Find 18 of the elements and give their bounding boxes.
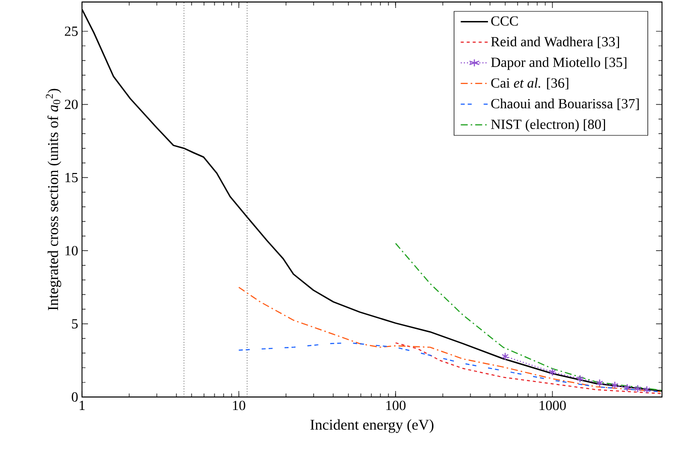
legend-label: CCC	[491, 16, 518, 26]
x-tick-label: 10	[233, 400, 246, 410]
legend-label: Cai et al. [36]	[491, 78, 568, 90]
y-tick-label: 5	[72, 319, 78, 328]
y-tick-label: 0	[72, 392, 78, 402]
legend-label: NIST (electron) [80]	[491, 119, 606, 132]
x-tick-label: 1	[80, 400, 85, 410]
legend-label: Dapor and Miotello [35]	[491, 57, 626, 70]
legend-label: Chaoui and Bouarissa [37]	[491, 98, 639, 110]
x-tick-label: 100	[386, 400, 406, 410]
legend-label: Reid and Wadhera [33]	[491, 36, 620, 48]
x-axis-title: Incident energy (eV)	[310, 419, 434, 433]
y-axis-title: Integrated cross section (units of a$_{0}$$^{2}$)	[46, 88, 62, 310]
x-tick-label: 1000	[540, 400, 566, 410]
y-tick-label: 20	[64, 100, 78, 110]
y-tick-label: 15	[66, 172, 78, 182]
y-tick-label: 10	[66, 246, 78, 256]
y-tick-label: 25	[64, 26, 78, 36]
